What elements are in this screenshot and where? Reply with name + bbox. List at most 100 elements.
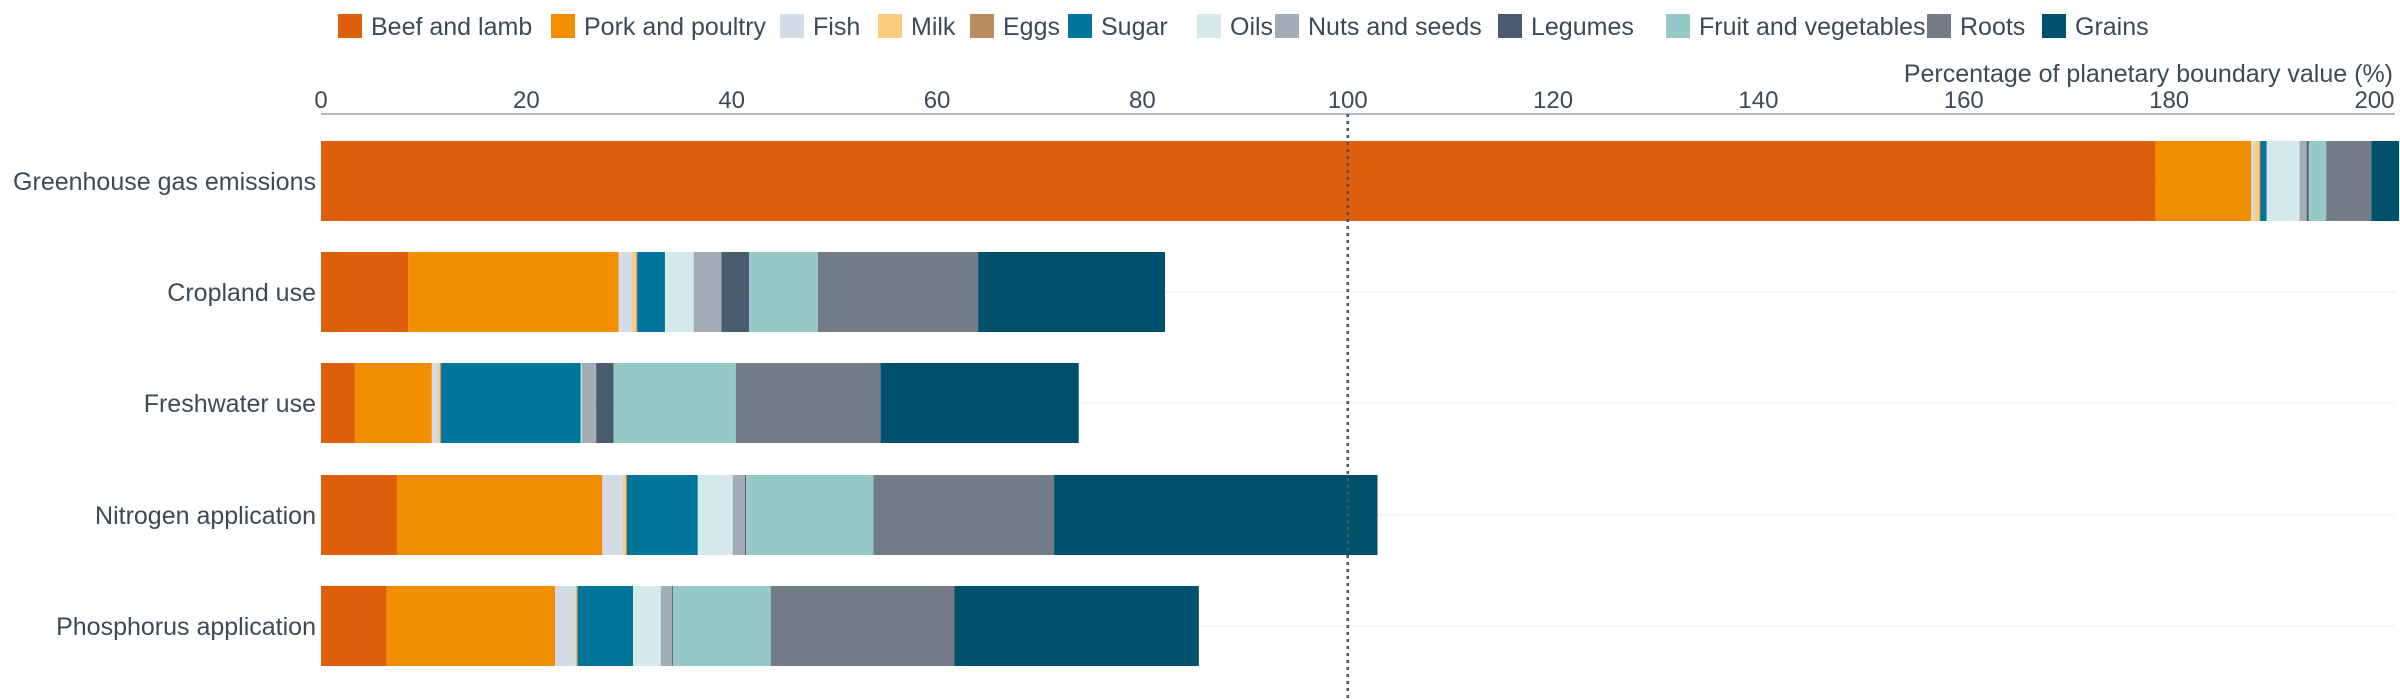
bar-1-1: [408, 252, 619, 332]
legend-swatch-7: [1275, 14, 1299, 38]
x-tick-label-2: 40: [718, 87, 745, 114]
legend-swatch-10: [1927, 14, 1951, 38]
bar-3-6: [697, 475, 733, 555]
bar-4-11: [954, 586, 1199, 666]
bar-0-2: [2251, 141, 2255, 221]
x-tick-label-6: 120: [1533, 87, 1573, 114]
bar-1-4: [636, 252, 638, 332]
bar-3-4: [625, 475, 627, 555]
legend-swatch-0: [338, 14, 362, 38]
bar-4-8: [672, 586, 674, 666]
bar-0-5: [2260, 141, 2267, 221]
legend-label-10: Roots: [1960, 13, 2025, 41]
bar-2-8: [596, 363, 614, 443]
x-axis-title: Percentage of planetary boundary value (…: [1904, 60, 2393, 88]
x-tick-label-4: 80: [1129, 87, 1156, 114]
x-tick-label-9: 180: [2149, 87, 2189, 114]
bar-4-5: [577, 586, 634, 666]
bar-0-3: [2254, 141, 2260, 221]
legend-label-3: Milk: [911, 13, 956, 41]
bar-0-9: [2308, 141, 2327, 221]
bar-1-9: [749, 252, 818, 332]
bar-4-6: [633, 586, 661, 666]
bar-4-1: [386, 586, 556, 666]
legend-label-1: Pork and poultry: [584, 13, 767, 41]
bar-0-10: [2326, 141, 2372, 221]
legend-swatch-1: [551, 14, 575, 38]
legend-swatch-9: [1666, 14, 1690, 38]
bar-4-4: [576, 586, 578, 666]
legend-swatch-8: [1498, 14, 1522, 38]
bar-3-5: [626, 475, 698, 555]
x-tick-label-8: 160: [1944, 87, 1984, 114]
bars: [321, 141, 2400, 666]
bar-1-8: [721, 252, 750, 332]
bar-0-6: [2266, 141, 2300, 221]
bar-4-2: [555, 586, 576, 666]
x-tick-label-0: 0: [314, 87, 327, 114]
bar-3-9: [746, 475, 874, 555]
legend-label-9: Fruit and vegetables: [1699, 13, 1926, 41]
category-label-2: Freshwater use: [144, 390, 316, 418]
legend-swatch-5: [1068, 14, 1092, 38]
legend-label-11: Grains: [2075, 13, 2149, 41]
x-tick-label-5: 100: [1328, 87, 1368, 114]
bar-2-10: [735, 363, 881, 443]
bar-1-2: [618, 252, 633, 332]
bar-0-8: [2306, 141, 2309, 221]
bar-2-3: [438, 363, 441, 443]
legend-swatch-4: [970, 14, 994, 38]
legend-label-2: Fish: [813, 13, 860, 41]
bar-3-2: [602, 475, 623, 555]
legend: Beef and lamb Pork and poultry Fish Milk Egg…: [338, 13, 2149, 41]
bar-2-7: [581, 363, 597, 443]
bar-0-11: [2371, 141, 2400, 221]
x-tick-label-10: 200: [2354, 87, 2394, 114]
legend-label-4: Eggs: [1003, 13, 1060, 41]
legend-label-5: Sugar: [1101, 13, 1168, 41]
bar-2-0: [321, 363, 355, 443]
legend-swatch-2: [780, 14, 804, 38]
bar-3-7: [732, 475, 746, 555]
bar-1-7: [693, 252, 722, 332]
bar-0-0: [321, 141, 2156, 221]
bar-2-2: [431, 363, 439, 443]
legend-swatch-6: [1197, 14, 1221, 38]
bar-2-6: [580, 363, 582, 443]
x-axis-ticks: 0 20 40 60 80 100 120 140 160 180 200: [314, 87, 2394, 114]
legend-label-6: Oils: [1230, 13, 1273, 41]
legend-label-0: Beef and lamb: [371, 13, 532, 41]
legend-label-8: Legumes: [1531, 13, 1634, 41]
bar-3-3: [622, 475, 626, 555]
bar-1-0: [321, 252, 409, 332]
bar-1-10: [817, 252, 979, 332]
category-label-3: Nitrogen application: [95, 502, 316, 530]
category-labels: Greenhouse gas emissions Cropland use Fres…: [13, 168, 316, 641]
bar-3-8: [745, 475, 747, 555]
bar-2-4: [440, 363, 442, 443]
bar-4-0: [321, 586, 387, 666]
bar-4-10: [770, 586, 955, 666]
x-tick-label-7: 140: [1738, 87, 1778, 114]
bar-2-5: [441, 363, 581, 443]
category-label-4: Phosphorus application: [56, 613, 316, 641]
bar-1-5: [637, 252, 665, 332]
bar-4-7: [660, 586, 673, 666]
bar-0-1: [2155, 141, 2252, 221]
x-tick-label-3: 60: [924, 87, 951, 114]
bar-1-11: [978, 252, 1165, 332]
legend-swatch-11: [2042, 14, 2066, 38]
x-tick-label-1: 20: [513, 87, 540, 114]
bar-1-3: [632, 252, 637, 332]
bar-3-11: [1054, 475, 1378, 555]
bar-3-1: [396, 475, 603, 555]
bar-3-0: [321, 475, 397, 555]
bar-4-9: [673, 586, 771, 666]
bar-3-10: [873, 475, 1055, 555]
bar-1-6: [664, 252, 694, 332]
bar-0-7: [2299, 141, 2307, 221]
bar-4-3: [575, 586, 577, 666]
bar-2-9: [613, 363, 736, 443]
